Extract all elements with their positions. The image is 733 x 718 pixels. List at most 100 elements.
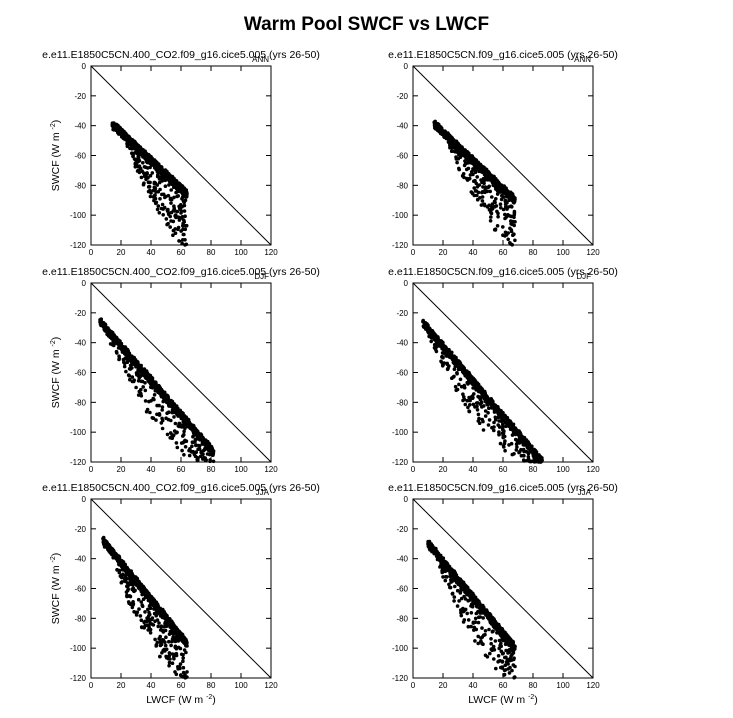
data-point: [142, 369, 147, 374]
data-point: [105, 332, 109, 337]
data-point: [522, 443, 526, 447]
data-point: [183, 445, 188, 449]
x-tick-label: 100: [556, 248, 570, 257]
data-point: [501, 207, 506, 212]
y-tick-label: -60: [74, 369, 86, 378]
x-tick-label: 40: [469, 465, 478, 474]
x-tick-label: 120: [264, 465, 278, 474]
data-point: [159, 206, 164, 211]
data-point: [172, 415, 176, 419]
x-tick-label: 60: [499, 465, 508, 474]
data-point: [512, 215, 516, 219]
season-label: ANN: [252, 55, 269, 64]
data-point: [471, 395, 475, 400]
data-point: [136, 379, 141, 383]
data-point: [493, 415, 498, 420]
data-point: [447, 141, 452, 146]
data-point: [139, 175, 144, 180]
data-point: [117, 345, 121, 349]
data-point: [447, 136, 452, 141]
data-point: [513, 238, 517, 243]
data-point: [162, 391, 167, 396]
data-point: [481, 419, 485, 424]
y-tick-label: -100: [70, 211, 87, 220]
x-tick-label: 120: [586, 465, 600, 474]
data-point: [461, 398, 465, 403]
data-point: [179, 652, 184, 657]
data-point: [124, 352, 129, 357]
y-tick-label: -120: [392, 241, 409, 250]
data-point: [179, 416, 184, 421]
data-point: [153, 196, 158, 201]
y-tick-label: -80: [396, 398, 408, 407]
data-point: [429, 339, 434, 344]
data-point: [124, 369, 128, 374]
data-point: [500, 422, 505, 427]
data-point: [176, 194, 180, 198]
data-point: [497, 419, 501, 423]
data-point: [453, 356, 458, 361]
data-point: [130, 379, 135, 384]
data-point: [133, 162, 138, 166]
data-point: [499, 415, 504, 419]
x-tick-label: 60: [177, 465, 186, 474]
data-point: [504, 233, 509, 237]
data-point: [492, 199, 497, 204]
data-point: [511, 424, 515, 429]
data-point: [493, 227, 498, 231]
data-point: [201, 452, 205, 457]
data-point: [181, 659, 185, 663]
data-point: [500, 193, 504, 198]
data-point: [489, 215, 493, 219]
data-point: [160, 405, 165, 409]
data-point: [135, 360, 140, 364]
data-point: [182, 453, 186, 457]
x-tick-label: 20: [117, 465, 126, 474]
x-tick-label: 0: [89, 248, 94, 257]
data-point: [144, 375, 148, 380]
data-point: [455, 160, 459, 165]
data-point: [181, 189, 185, 193]
data-point: [466, 166, 471, 171]
data-point: [136, 364, 141, 369]
data-point: [181, 434, 185, 438]
y-tick-label: -100: [392, 428, 409, 437]
data-point: [503, 202, 508, 207]
data-point: [476, 412, 481, 417]
data-point: [466, 151, 470, 156]
data-point: [211, 459, 216, 464]
data-point: [176, 409, 181, 413]
y-tick-label: -20: [74, 309, 86, 318]
data-point: [120, 347, 124, 352]
data-point: [131, 140, 136, 145]
data-point: [185, 419, 189, 424]
data-point: [158, 643, 163, 648]
data-point: [471, 167, 475, 171]
data-point: [160, 173, 164, 177]
data-point: [202, 439, 207, 444]
data-point: [148, 410, 152, 415]
x-tick-label: 100: [234, 465, 248, 474]
data-point: [149, 399, 153, 403]
data-point: [179, 184, 183, 189]
data-point: [184, 189, 188, 193]
data-point: [170, 175, 175, 179]
data-point: [150, 416, 155, 420]
data-point: [172, 406, 177, 410]
data-point: [444, 350, 449, 355]
figure-title: Warm Pool SWCF vs LWCF: [243, 14, 490, 35]
data-point: [524, 449, 529, 454]
data-point: [510, 452, 515, 457]
data-point: [472, 186, 477, 190]
data-point: [168, 436, 172, 440]
data-point: [173, 231, 178, 235]
data-point: [137, 148, 142, 153]
data-point: [495, 209, 499, 214]
data-point: [490, 195, 494, 199]
data-point: [474, 401, 479, 405]
data-point: [157, 412, 162, 416]
data-point: [496, 409, 500, 414]
reference-line: [90, 498, 272, 679]
data-point: [512, 209, 517, 214]
data-point: [491, 406, 496, 410]
